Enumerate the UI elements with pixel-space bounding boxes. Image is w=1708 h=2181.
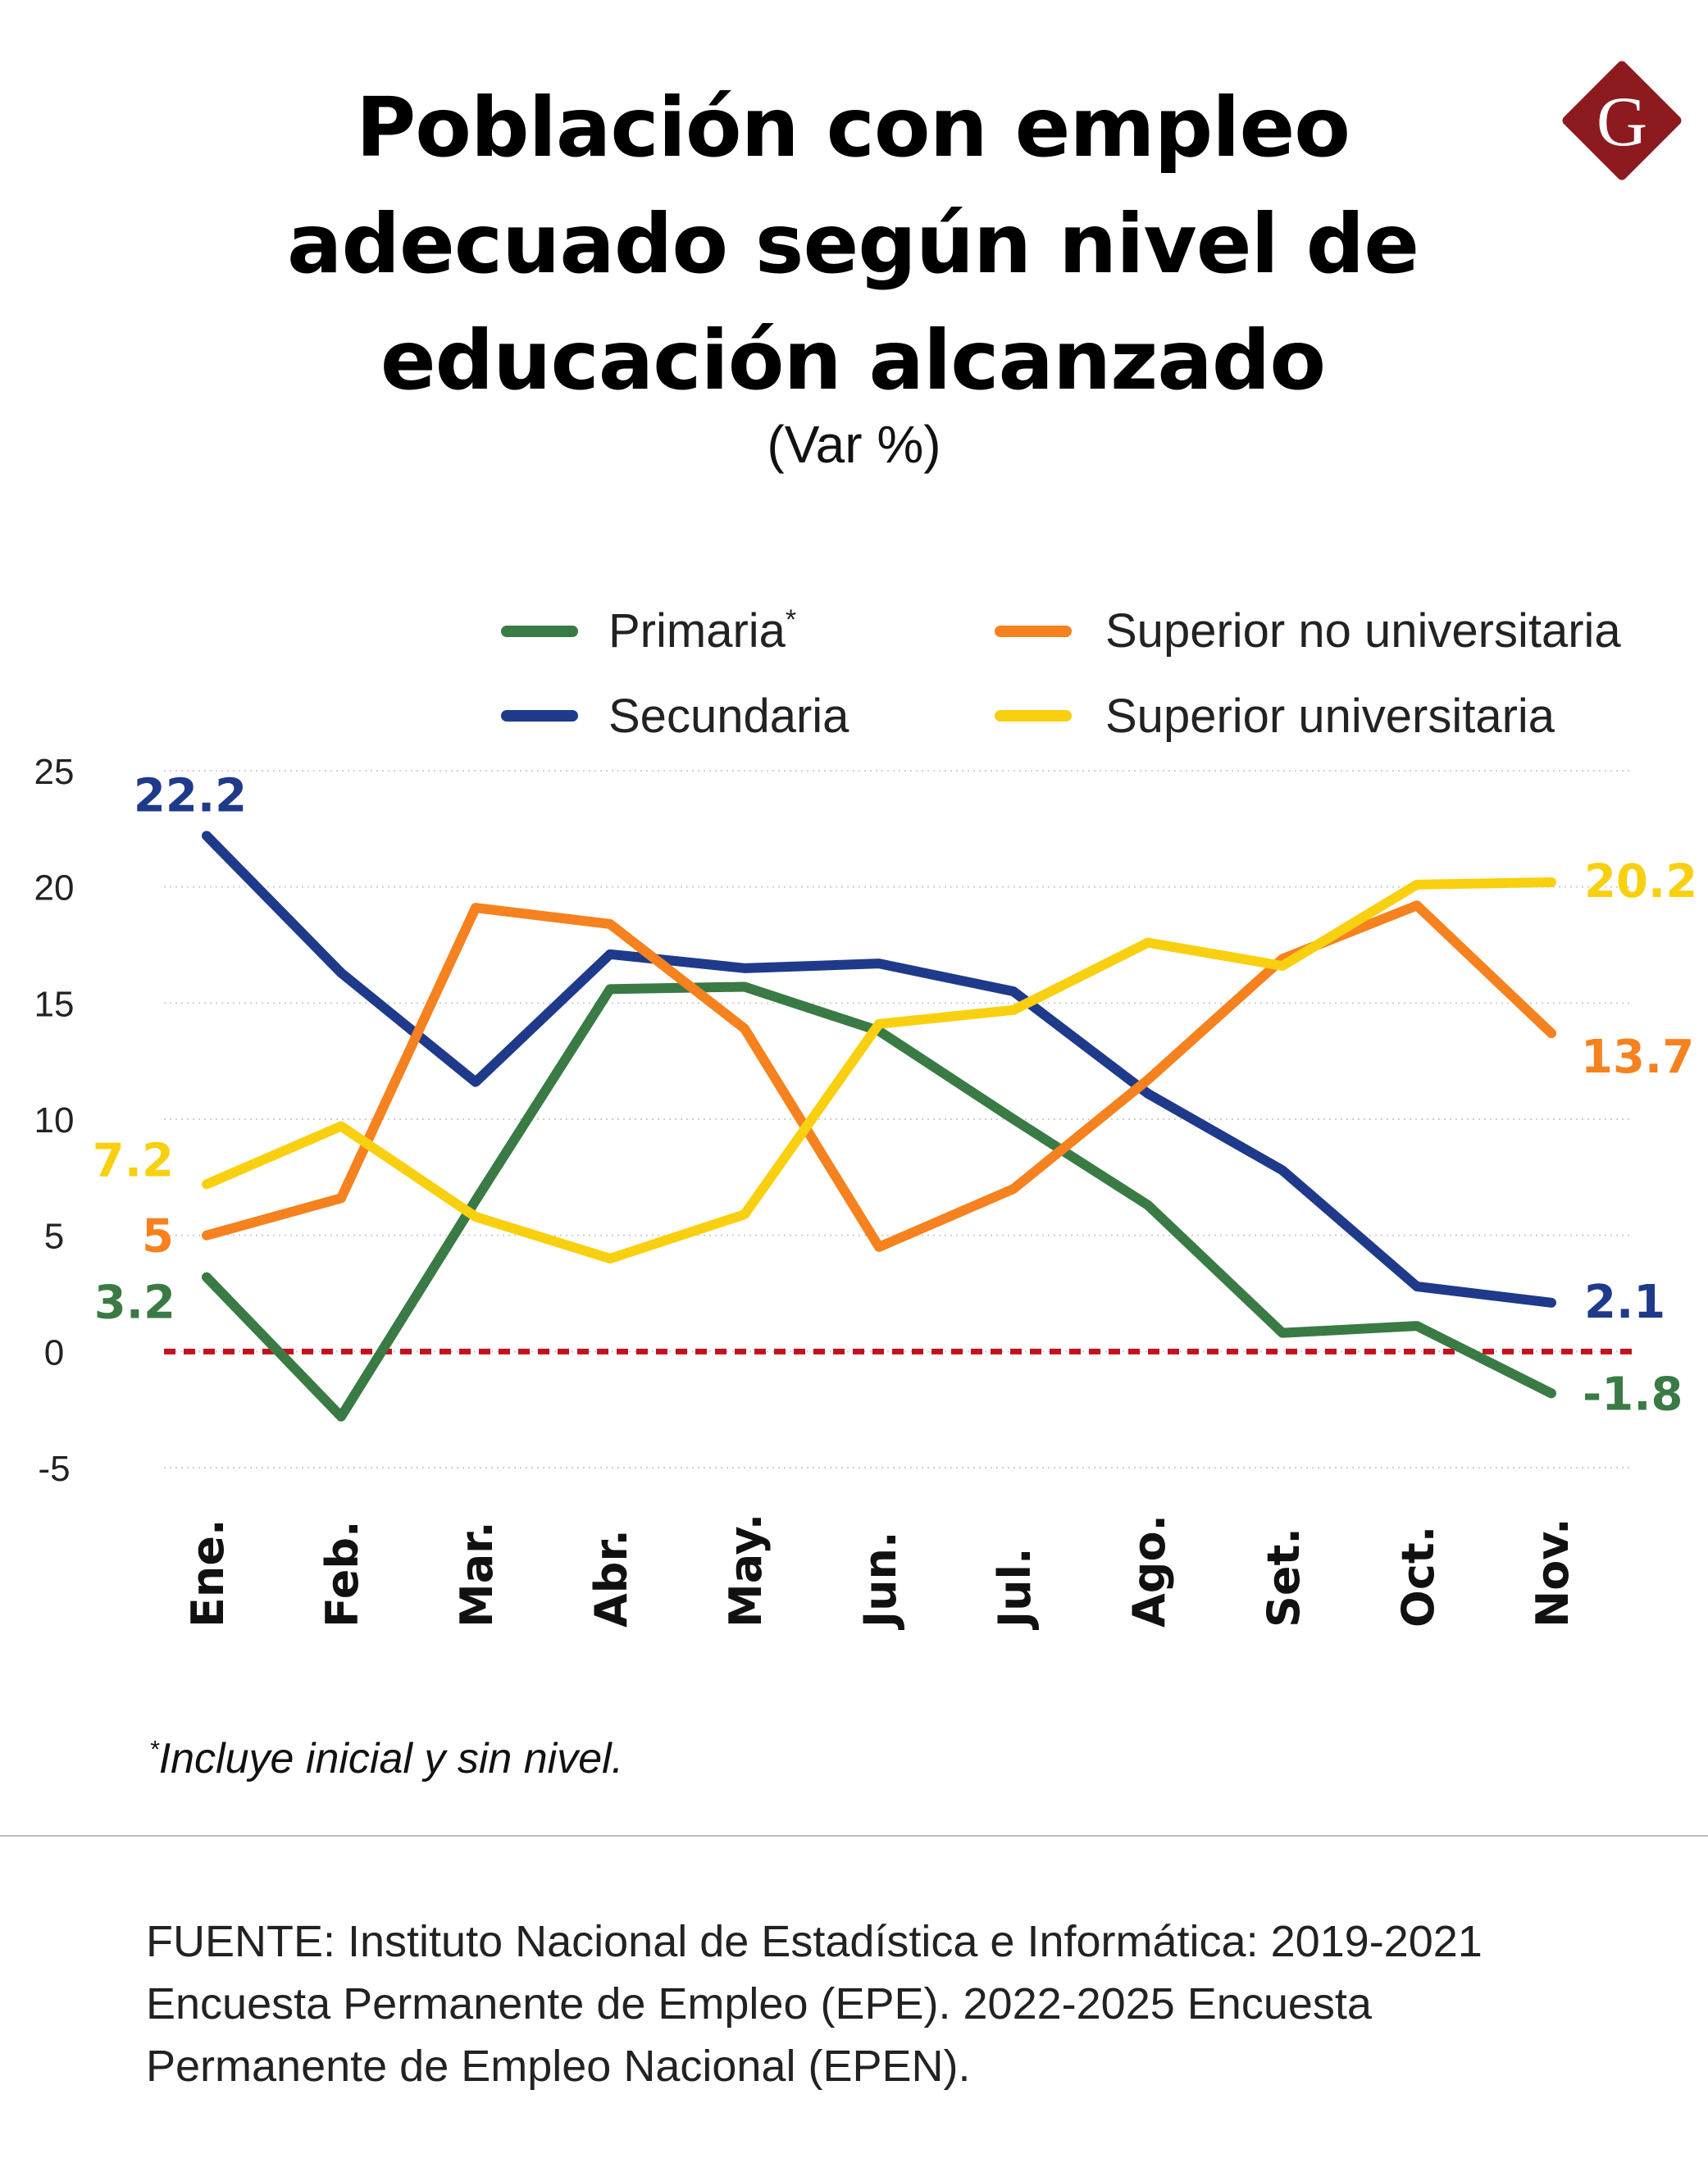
- divider: [0, 1835, 1708, 1837]
- x-tick-label: Set.: [1258, 1528, 1309, 1628]
- legend-label-primaria: Primaria*: [608, 604, 796, 658]
- legend-item-superior-no-universitaria: Superior no universitaria: [995, 604, 1621, 658]
- series-line-superior-no-universitaria: [202, 900, 1556, 1252]
- series-line-superior-universitaria: [202, 877, 1556, 1264]
- source-line-1: FUENTE: Instituto Nacional de Estadístic…: [146, 1917, 1483, 1966]
- end-label-secundaria: 2.1: [1584, 1276, 1665, 1329]
- x-tick-label: Feb.: [317, 1521, 368, 1628]
- y-tick-label: 25: [34, 752, 75, 792]
- legend-item-secundaria: Secundaria: [501, 690, 849, 743]
- legend: Primaria* Secundaria Superior no univers…: [501, 604, 1621, 743]
- start-label-primaria: 3.2: [94, 1277, 175, 1330]
- legend-label-superior-no-universitaria: Superior no universitaria: [1105, 604, 1621, 658]
- end-label-primaria: -1.8: [1583, 1368, 1683, 1421]
- logo-letter: G: [1596, 82, 1647, 161]
- legend-item-primaria: Primaria*: [501, 604, 796, 658]
- brand-logo: G: [1562, 61, 1682, 180]
- start-label-superior-universitaria: 7.2: [93, 1134, 174, 1187]
- x-tick-label: Mar.: [451, 1521, 503, 1628]
- y-tick-label: -5: [38, 1449, 70, 1489]
- x-tick-label: Ene.: [182, 1519, 234, 1628]
- footnote-text: Incluye inicial y sin nivel.: [158, 1735, 624, 1783]
- legend-item-superior-universitaria: Superior universitaria: [995, 690, 1555, 743]
- x-tick-label: May.: [720, 1514, 772, 1628]
- end-label-superior-universitaria: 20.2: [1584, 855, 1697, 908]
- footnote: *Incluye inicial y sin nivel.: [149, 1734, 623, 1783]
- x-tick-label: Jun.: [854, 1532, 906, 1632]
- footnote-marker: *: [149, 1736, 159, 1764]
- x-tick-label: Abr.: [585, 1529, 637, 1628]
- start-label-secundaria: 22.2: [134, 769, 247, 822]
- x-tick-label: Jul.: [989, 1547, 1041, 1631]
- source-note: FUENTE: Instituto Nacional de Estadístic…: [146, 1910, 1671, 2097]
- y-tick-label: 15: [34, 984, 75, 1024]
- gridlines: [164, 770, 1632, 1468]
- x-tick-label: Oct.: [1392, 1526, 1444, 1628]
- y-tick-label: 20: [34, 868, 75, 908]
- x-tick-label: Ago.: [1123, 1514, 1175, 1628]
- title-line-1: Población con empleo: [356, 80, 1350, 175]
- series-lines: [202, 831, 1556, 1422]
- logo-diamond: [1562, 61, 1682, 180]
- data-labels: 3.2 -1.8 22.2 2.1 5 13.7 7.2 20.2: [93, 769, 1697, 1421]
- source-line-3: Permanente de Empleo Nacional (EPEN).: [146, 2042, 971, 2091]
- source-line-2: Encuesta Permanente de Empleo (EPE). 202…: [146, 1979, 1372, 2028]
- chart-title: Población con empleo adecuado según nive…: [148, 70, 1558, 419]
- start-label-superior-no-universitaria: 5: [142, 1210, 174, 1264]
- legend-label-secundaria: Secundaria: [608, 690, 849, 743]
- series-line-secundaria: [202, 831, 1556, 1308]
- title-line-3: educación alcanzado: [380, 312, 1326, 408]
- y-tick-label: 10: [34, 1100, 75, 1141]
- x-axis-ticks: Ene. Feb. Mar. Abr. May. Jun. Jul. Ago. Set. Oct.…: [182, 1514, 1578, 1631]
- y-tick-label: 5: [44, 1217, 64, 1257]
- x-tick-label: Nov.: [1527, 1518, 1578, 1628]
- y-tick-label: 0: [44, 1332, 64, 1373]
- line-chart: Primaria* Secundaria Superior no univers…: [34, 604, 1698, 1631]
- chart-subtitle: (Var %): [767, 415, 941, 474]
- end-label-superior-no-universitaria: 13.7: [1581, 1031, 1694, 1084]
- y-axis-ticks: 25 20 15 10 5 0 -5: [34, 752, 75, 1489]
- legend-label-superior-universitaria: Superior universitaria: [1105, 690, 1555, 743]
- title-line-2: adecuado según nivel de: [286, 196, 1419, 292]
